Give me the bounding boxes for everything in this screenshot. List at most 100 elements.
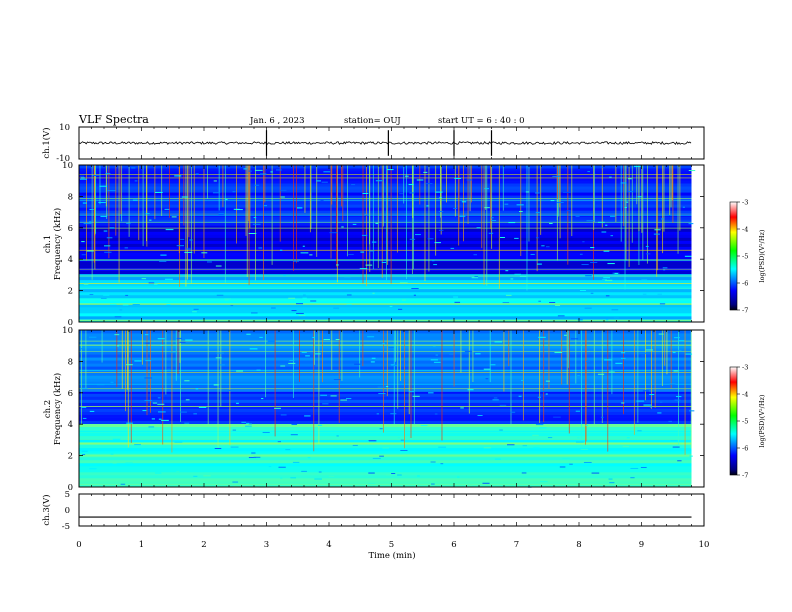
- ch2-spec-row: [79, 456, 692, 461]
- ch1-spec-speckle: [536, 237, 539, 239]
- ch2-spec-speckle: [464, 350, 473, 352]
- ch1-spec-speckle: [212, 192, 221, 194]
- ch2-spec-speckle: [280, 414, 287, 416]
- ch1-spec-row: [79, 270, 692, 275]
- ch1-colorbar-ticks: -3 -4 -5 -6 -7: [737, 199, 748, 315]
- ch2-spec-speckle: [158, 418, 162, 420]
- ch2-spec-speckle: [214, 448, 222, 450]
- ch1-spec-speckle: [484, 207, 490, 209]
- ch1-spec-speckle: [473, 254, 477, 256]
- ch1-spec-speckle: [688, 223, 694, 225]
- ch2-spec-speckle: [475, 353, 481, 355]
- ch2-spec-speckle: [626, 437, 630, 439]
- ch1-spec-speckle: [601, 231, 607, 233]
- ch1-spec-speckle: [637, 196, 642, 198]
- ch2-spec-speckle: [82, 417, 87, 419]
- ch1-spec-speckle: [484, 188, 489, 190]
- ch1-spec-speckle: [381, 261, 387, 263]
- ch1-spec-speckle: [89, 301, 96, 303]
- ch1-spec-speckle: [577, 319, 583, 321]
- ch1-spec-speckle: [105, 173, 111, 175]
- ch2-spec-speckle: [492, 399, 499, 401]
- ch3-waveform-frame: [78, 493, 705, 527]
- ch2-spec-speckle: [236, 402, 239, 404]
- ch2-spec-speckle: [477, 415, 483, 417]
- ch2-spec-speckle: [600, 416, 604, 418]
- ch2-spec-speckle: [433, 361, 441, 363]
- ch2-spec-speckle: [577, 374, 580, 376]
- ch2-spec-speckle: [585, 360, 591, 362]
- ch1-spec-speckle: [500, 237, 505, 239]
- ch2-spec-speckle: [540, 391, 545, 393]
- ch2-spec-speckle: [637, 430, 642, 432]
- ch2-spec-speckle: [685, 353, 693, 355]
- ch1-spec-row: [79, 315, 692, 320]
- ch1-spec-speckle: [291, 310, 297, 312]
- ch1-spec-speckle: [110, 303, 117, 305]
- ch1-spec-speckle: [411, 288, 419, 290]
- ch2-spec-speckle: [575, 441, 584, 443]
- ch2-spec-speckle: [126, 364, 133, 366]
- ch2-spec-speckle: [144, 399, 152, 401]
- ch2-spec-speckle: [193, 413, 197, 415]
- ch2-spec-speckle: [125, 462, 133, 464]
- time-tick-label: 10: [699, 540, 710, 550]
- ch1-spec-speckle: [368, 250, 375, 252]
- ch1-spec-speckle: [86, 250, 94, 252]
- ch2-spec-row: [79, 468, 692, 473]
- ch1-spec-speckle: [389, 305, 393, 307]
- ch2-spec-speckle: [672, 352, 676, 354]
- ch1-spec-speckle: [409, 277, 418, 279]
- ch2-spectrogram-yticks: 0 2 4 6 8 10: [62, 326, 704, 493]
- ch1-spec-speckle: [438, 210, 444, 212]
- ch2-spec-row: [79, 408, 692, 412]
- ch1-spec-speckle: [659, 303, 666, 305]
- ch2-spec-speckle: [253, 456, 261, 458]
- ch2-spec-speckle: [390, 413, 397, 415]
- ch2-spec-speckle: [328, 475, 335, 477]
- ch1-spec-speckle: [454, 301, 461, 303]
- ch2-spec-speckle: [145, 342, 150, 344]
- ch1-spec-speckle: [602, 279, 607, 281]
- ch1-spec-speckle: [103, 230, 108, 232]
- ch1-spec-speckle: [235, 209, 243, 211]
- ch2-spec-speckle: [379, 455, 384, 457]
- ch2-cb-tick-label: -4: [742, 391, 748, 399]
- ch1-spec-ytick-label: 4: [68, 255, 73, 265]
- ch1-spec-speckle: [124, 247, 128, 249]
- ch2-spec-speckle: [96, 384, 105, 386]
- ch2-spec-speckle: [330, 395, 337, 397]
- ch1-spec-speckle: [516, 204, 524, 206]
- ch1-spec-row: [79, 183, 692, 187]
- ch1-spec-row: [79, 204, 692, 208]
- ch1-spec-speckle: [134, 180, 138, 182]
- ch1-spec-speckle: [296, 312, 304, 314]
- ch1-spec-speckle: [399, 282, 408, 284]
- ch1-spec-speckle: [579, 253, 583, 255]
- ch1-spec-speckle: [642, 293, 647, 295]
- ch2-spec-row: [79, 414, 692, 418]
- ch2-spec-speckle: [318, 471, 322, 473]
- ch2-spec-speckle: [301, 470, 307, 472]
- ch1-spec-speckle: [466, 179, 473, 181]
- ch2-spec-speckle: [431, 483, 435, 485]
- ch2-spec-speckle: [220, 364, 225, 366]
- ch2-spec-speckle: [142, 410, 147, 412]
- ch1-spec-row: [79, 282, 692, 287]
- ch1-spec-speckle: [425, 183, 433, 185]
- ch1-spec-speckle: [375, 180, 383, 182]
- ch1-spec-speckle: [288, 297, 296, 299]
- ch1-spec-row: [79, 174, 692, 178]
- ch2-spec-speckle: [377, 386, 386, 388]
- ch1-spec-speckle: [454, 177, 462, 179]
- ch2-spec-speckle: [532, 434, 539, 436]
- ch2-spec-speckle: [559, 466, 566, 468]
- ch1-spec-speckle: [195, 173, 199, 175]
- ch2-spec-ytick-label: 10: [62, 326, 73, 336]
- ch1-spec-speckle: [89, 221, 92, 223]
- ch2-spec-row: [79, 345, 692, 349]
- ch1-spec-speckle: [83, 283, 89, 285]
- ch1-spec-speckle: [258, 247, 263, 249]
- ch1-spec-speckle: [148, 282, 155, 284]
- ch2-spec-row: [79, 465, 692, 470]
